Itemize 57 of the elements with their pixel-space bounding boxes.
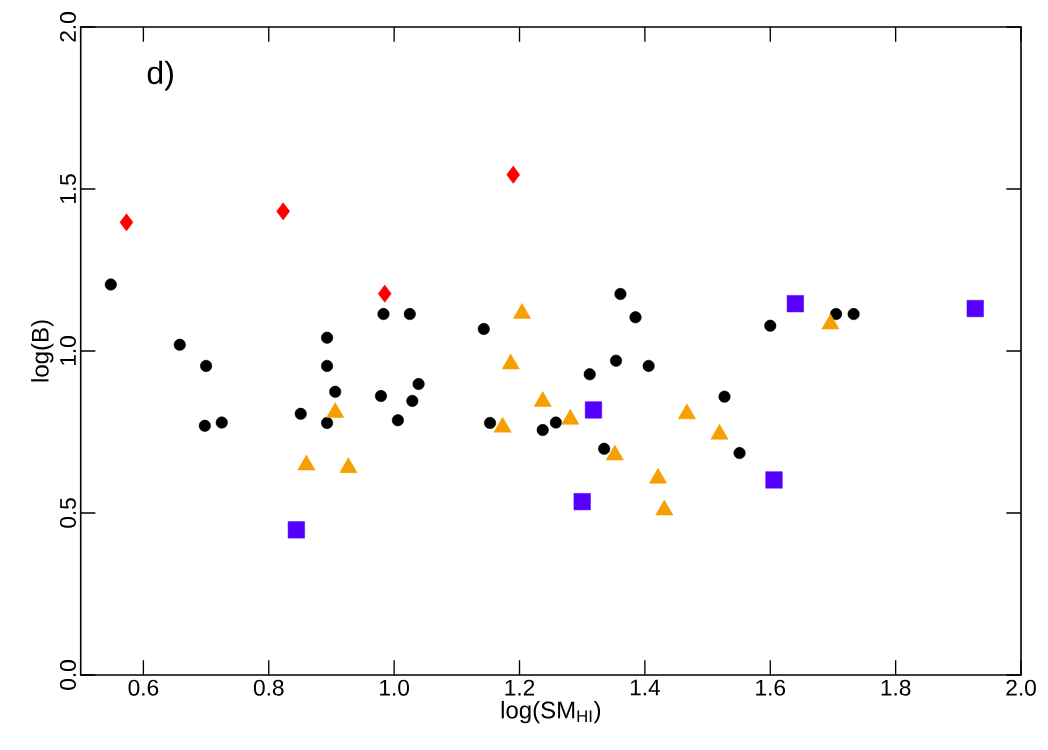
point [321,416,334,429]
point [406,394,419,407]
y-tick-label: 0.0 [59,660,76,690]
x-tick-label: 1.8 [881,679,911,696]
point [321,331,334,344]
x-tick-label: 1.6 [756,679,786,696]
point [477,322,490,335]
point [329,385,342,398]
point [549,416,562,429]
point [629,311,642,324]
point [200,359,213,372]
point [119,213,134,232]
point [573,493,591,511]
point [642,359,655,372]
x-tick-label: 0.6 [128,679,159,696]
point [391,414,404,427]
x-tick-label: 1.2 [505,679,535,696]
point [484,416,497,429]
point [718,390,731,403]
x-tick-label: 2.0 [1006,679,1036,696]
point [377,308,390,321]
point [403,308,416,321]
point [966,300,984,318]
point [583,368,596,381]
point [374,390,387,403]
point [765,471,783,489]
x-tick-label: 1.4 [630,679,660,696]
point [215,416,228,429]
y-tick-label: 1.5 [60,174,76,204]
x-tick-label: 0.8 [253,679,284,696]
y-tick-label: 0.5 [59,498,76,528]
point [294,407,307,420]
point [536,424,549,437]
annotation: d) [147,60,173,91]
point [830,308,843,321]
point [598,442,611,455]
point [733,447,746,460]
point [614,287,627,300]
point [377,284,392,303]
y-axis-title: log(B) [31,320,54,382]
point [786,295,804,313]
point [276,202,290,221]
point [584,401,603,419]
point [412,378,425,391]
point [173,338,186,351]
point [764,319,777,332]
point [506,165,521,184]
point [287,521,305,539]
y-tick-label: 1.0 [59,336,76,366]
point [847,308,860,321]
y-tick-label: 2.0 [59,12,76,42]
point [321,359,334,372]
point [104,278,117,291]
point [198,419,211,432]
point [610,354,623,367]
x-tick-label: 1.0 [380,679,410,696]
x-axis-title: log(SM$_{HI}$) [501,700,601,724]
